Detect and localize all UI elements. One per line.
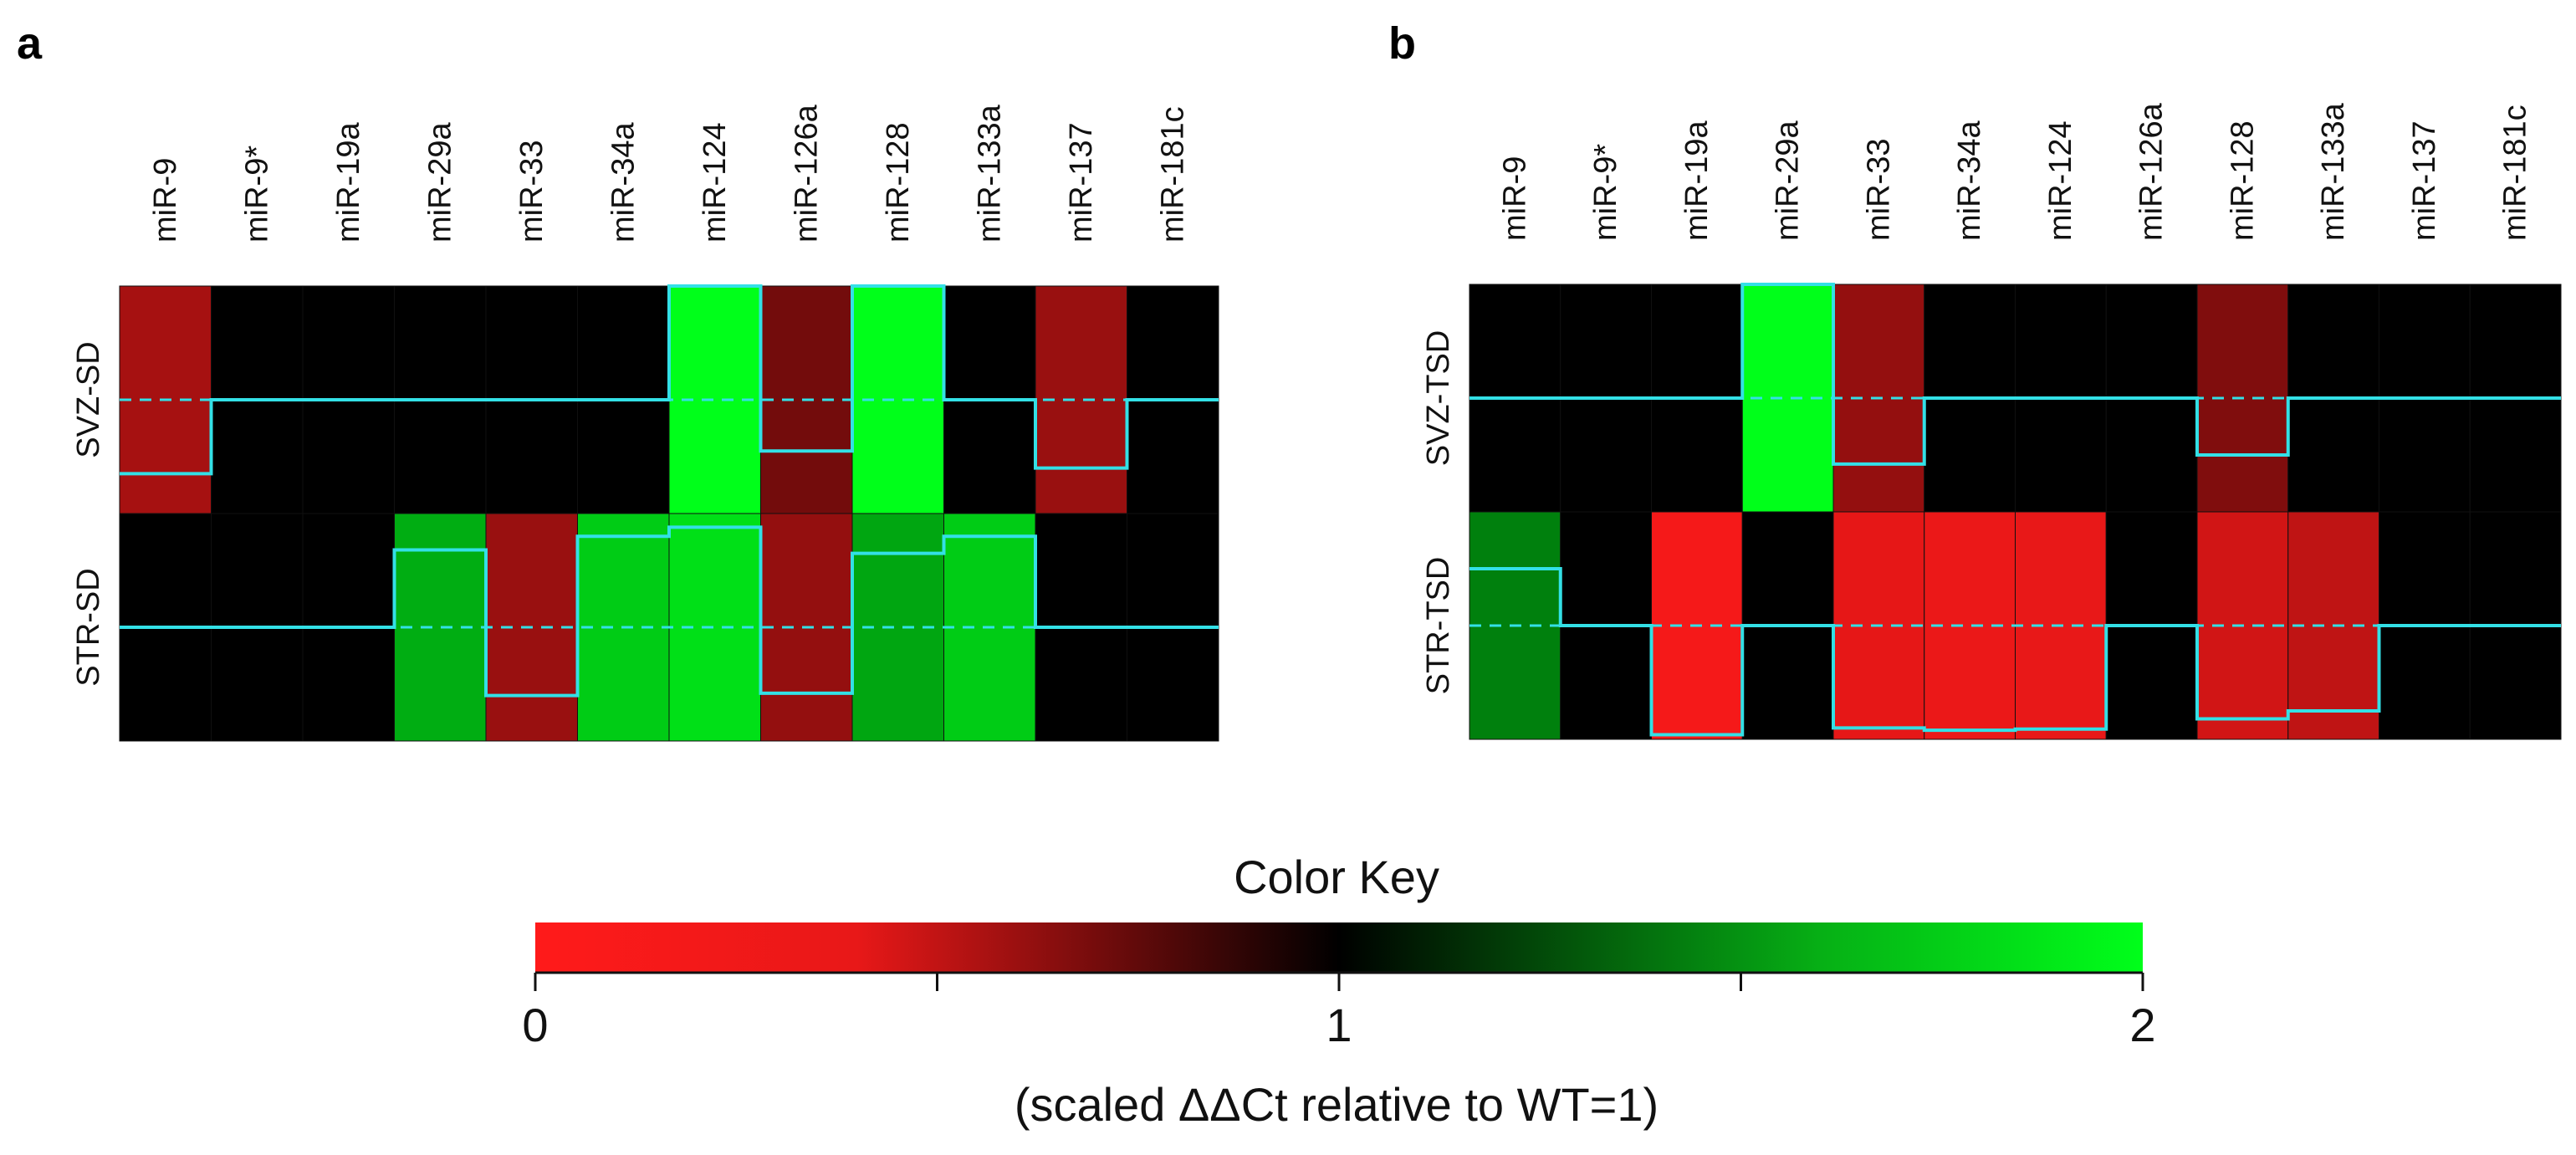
column-label-mir-29a: miR-29a xyxy=(422,122,457,243)
row-label-svz-sd: SVZ-SD xyxy=(71,341,106,457)
color-key-gradient-bar xyxy=(535,922,2143,973)
column-label-mir-128: miR-128 xyxy=(2225,120,2260,241)
column-label-mir-19a: miR-19a xyxy=(1679,120,1715,241)
column-label-mir-9-: miR-9* xyxy=(239,146,274,243)
color-key-label-2: 2 xyxy=(2129,999,2155,1051)
trace-line-svz-sd xyxy=(120,284,1219,476)
column-label-mir-33: miR-33 xyxy=(514,141,549,243)
row-label-str-tsd: STR-TSD xyxy=(1421,557,1456,695)
color-key-label-0: 0 xyxy=(522,999,548,1051)
color-key-label-1: 1 xyxy=(1326,999,1352,1051)
column-label-mir-9-: miR-9* xyxy=(1588,144,1623,241)
column-label-mir-34a: miR-34a xyxy=(606,122,641,243)
trace-line-str-tsd xyxy=(1469,567,2561,737)
column-label-mir-181c: miR-181c xyxy=(1155,106,1190,243)
color-key-caption: (scaled ΔΔCt relative to WT=1) xyxy=(1015,1078,1659,1131)
column-label-mir-34a: miR-34a xyxy=(1952,120,1987,241)
color-key-title: Color Key xyxy=(1234,851,1439,903)
trace-line-str-sd xyxy=(120,525,1219,698)
column-label-mir-124: miR-124 xyxy=(2043,120,2078,241)
panel-label-b: b xyxy=(1388,18,1416,69)
column-label-mir-181c: miR-181c xyxy=(2498,105,2533,241)
column-label-mir-126a: miR-126a xyxy=(2134,102,2170,241)
column-label-mir-19a: miR-19a xyxy=(331,122,366,243)
column-label-mir-126a: miR-126a xyxy=(789,104,824,243)
column-label-mir-133a: miR-133a xyxy=(2316,102,2351,241)
panel-b-heatmap: b miR-9 miR-9* miR-19a miR-29a miR-33 miR-34a m… xyxy=(1388,18,2562,740)
column-label-mir-9: miR-9 xyxy=(148,158,183,243)
column-label-mir-137: miR-137 xyxy=(1064,122,1099,243)
column-label-mir-128: miR-128 xyxy=(881,122,916,243)
color-key: Color Key 0 1 2 (scaled ΔΔCt relative to… xyxy=(522,851,2155,1131)
column-label-mir-9: miR-9 xyxy=(1497,156,1532,241)
row-label-svz-tsd: SVZ-TSD xyxy=(1421,330,1456,467)
column-label-mir-33: miR-33 xyxy=(1861,139,1896,241)
panel-label-a: a xyxy=(17,18,43,69)
row-label-str-sd: STR-SD xyxy=(71,568,106,686)
column-label-mir-137: miR-137 xyxy=(2407,120,2442,241)
trace-line-svz-tsd xyxy=(1469,283,2561,466)
column-label-mir-133a: miR-133a xyxy=(972,104,1007,243)
column-label-mir-29a: miR-29a xyxy=(1771,120,1806,241)
panel-a-heatmap: a miR-9 miR-9* miR-19a miR-29a miR-33 miR-34a m… xyxy=(17,18,1219,742)
column-label-mir-124: miR-124 xyxy=(698,122,733,243)
